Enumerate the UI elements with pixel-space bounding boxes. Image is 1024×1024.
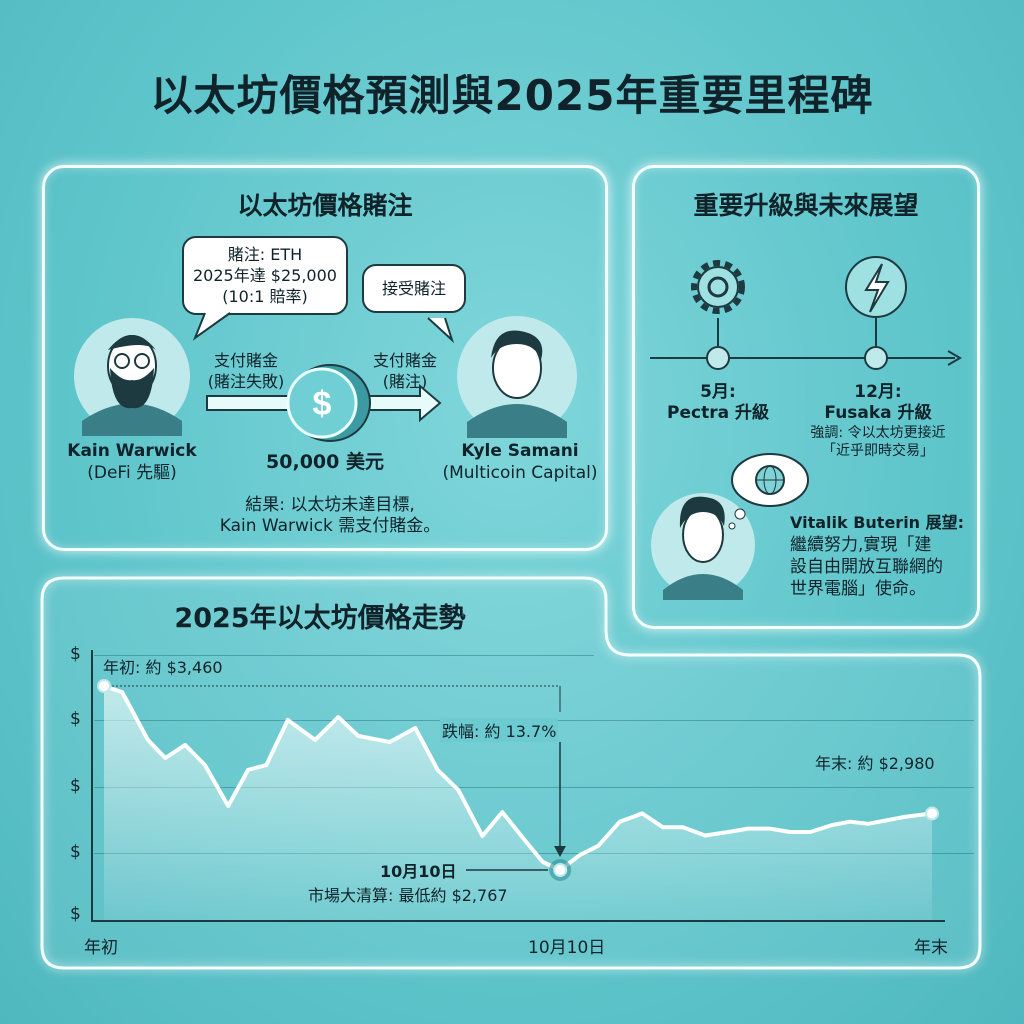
- gridline: [94, 787, 974, 788]
- bubble-line: 2025年達 $25,000: [193, 266, 337, 285]
- price-area: [104, 686, 932, 920]
- chart-title: 2025年以太坊價格走勢: [174, 603, 466, 634]
- annotation-low-date: 10月10日: [380, 862, 457, 881]
- annotation-start: 年初: 約 $3,460: [103, 658, 223, 677]
- upgrade-dec-month: 12月:: [854, 382, 902, 402]
- upgrade-may-name: Pectra 升級: [667, 403, 769, 423]
- bubble-text: 接受賭注: [381, 279, 446, 298]
- kain-role: (DeFi 先驅): [87, 463, 177, 483]
- vitalik-line: 世界電腦」使命。: [790, 579, 926, 599]
- x-tick-label: 10月10日: [528, 938, 606, 958]
- x-tick-label: 年末: [914, 938, 948, 958]
- upgrade-dec-note: 「近乎即時交易」: [822, 443, 934, 459]
- upgrade-may: 5月: Pectra 升級: [658, 382, 778, 424]
- bubble-line: 賭注: ETH: [227, 245, 303, 264]
- x-tick-label: 年初: [84, 938, 118, 958]
- bet-panel: [42, 165, 608, 551]
- lightning-icon: [845, 256, 907, 318]
- pay-left-label: 支付賭金 (賭注失敗): [196, 350, 296, 392]
- end-point: [925, 806, 939, 821]
- gridline: [94, 655, 594, 656]
- low-point: [553, 863, 568, 877]
- bet-panel-title: 以太坊價格賭注: [237, 191, 413, 220]
- price-line: [103, 684, 933, 872]
- pay-left-line: (賭注失敗): [207, 372, 285, 391]
- kyle-role: (Multicoin Capital): [442, 463, 598, 483]
- upgrade-dec-name: Fusaka 升級: [824, 403, 932, 423]
- bubble-line: (10:1 賠率): [222, 287, 308, 306]
- pay-right-line: (賭注): [382, 372, 428, 391]
- pay-left-line: 支付賭金: [213, 351, 278, 370]
- thought-cloud-globe-icon: [728, 453, 809, 530]
- vitalik-vision: Vitalik Buterin 展望: 繼續努力,實現「建 設自由開放互聯網的 …: [790, 512, 970, 600]
- upgrade-may-month: 5月:: [700, 382, 736, 402]
- upgrades-panel: [632, 165, 980, 629]
- y-tick-label: $: [70, 776, 81, 796]
- result-line: Kain Warwick 需支付賭金。: [219, 516, 441, 536]
- svg-text:$: $: [313, 385, 332, 423]
- start-point: [97, 679, 111, 693]
- kyle-name: Kyle Samani: [461, 441, 579, 461]
- upgrades-panel-title: 重要升級與未來展望: [693, 191, 919, 220]
- vitalik-line: 繼續努力,實現「建: [790, 535, 932, 555]
- upgrade-dec-note: 強調: 令以太坊更接近: [810, 425, 946, 441]
- upgrade-dec: 12月: Fusaka 升級 強調: 令以太坊更接近 「近乎即時交易」: [780, 382, 976, 460]
- kyle-samani-avatar: [457, 316, 577, 438]
- annotation-low-text: 市場大清算: 最低約 $2,767: [308, 886, 508, 905]
- gear-icon: [691, 260, 745, 314]
- kain-warwick-avatar: [74, 318, 190, 436]
- pay-right-label: 支付賭金 (賭注): [360, 350, 450, 392]
- y-tick-label: $: [70, 644, 81, 664]
- bet-result: 結果: 以太坊未達目標, Kain Warwick 需支付賭金。: [180, 495, 480, 537]
- page-title: 以太坊價格預測與2025年重要里程碑: [150, 71, 874, 120]
- vitalik-line: 設自由開放互聯網的: [790, 557, 943, 577]
- bet-amount: 50,000 美元: [266, 451, 384, 473]
- kain-name: Kain Warwick: [67, 441, 197, 461]
- y-tick-label: $: [70, 709, 81, 729]
- vitalik-title: Vitalik Buterin 展望:: [790, 513, 965, 532]
- vitalik-avatar: [651, 453, 809, 600]
- bet-bubble-left: 賭注: ETH 2025年達 $25,000 (10:1 賠率): [182, 236, 348, 315]
- pay-right-line: 支付賭金: [372, 351, 437, 370]
- y-tick-label: $: [70, 842, 81, 862]
- annotation-drop: 跌幅: 約 13.7%: [440, 718, 559, 742]
- annotation-end: 年末: 約 $2,980: [815, 754, 935, 773]
- bet-bubble-right: 接受賭注: [362, 264, 466, 313]
- y-tick-label: $: [70, 904, 81, 924]
- result-line: 結果: 以太坊未達目標,: [245, 495, 415, 515]
